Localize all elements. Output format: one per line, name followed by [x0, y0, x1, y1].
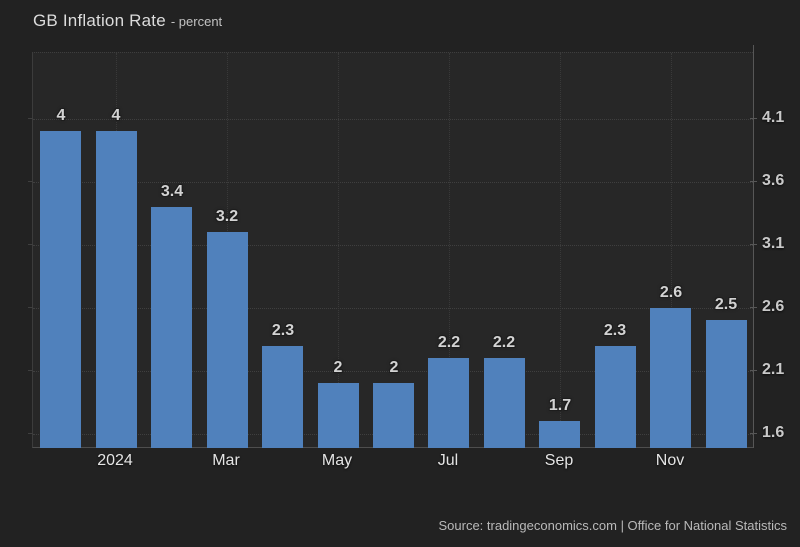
x-tick-label: May — [321, 452, 353, 469]
y-tick-label: 3.1 — [762, 235, 785, 252]
left-axis-tick — [28, 307, 33, 308]
x-tick-label: 2024 — [97, 452, 133, 469]
bar-value-label: 1.7 — [548, 397, 572, 414]
bar[interactable] — [428, 358, 469, 448]
bar-value-label: 2.3 — [271, 322, 295, 339]
left-axis-tick — [28, 433, 33, 434]
bar-value-label: 2 — [333, 359, 343, 376]
bar[interactable] — [151, 207, 192, 448]
gridline-vertical — [338, 53, 339, 447]
gridline-vertical — [560, 53, 561, 447]
x-tick-label: Mar — [212, 452, 240, 469]
chart-subtitle: - percent — [170, 14, 223, 29]
y-tick-label: 2.6 — [762, 298, 785, 315]
bar-value-label: 2.6 — [659, 284, 683, 301]
bar-value-label: 2.3 — [603, 322, 627, 339]
bar-value-label: 4 — [111, 107, 121, 124]
y-tick-label: 3.6 — [762, 172, 785, 189]
gridline-vertical — [671, 53, 672, 447]
y-axis-tick — [750, 307, 757, 308]
bar[interactable] — [262, 346, 303, 448]
x-tick-label: Nov — [655, 452, 685, 469]
bar[interactable] — [484, 358, 525, 448]
left-axis-tick — [28, 118, 33, 119]
chart-title: GB Inflation Rate — [33, 11, 166, 30]
bar-value-label: 2.5 — [714, 296, 738, 313]
x-tick-label: Sep — [544, 452, 574, 469]
bar[interactable] — [373, 383, 414, 448]
bar[interactable] — [706, 320, 747, 448]
source-credit: Source: tradingeconomics.com | Office fo… — [438, 518, 787, 533]
bar[interactable] — [595, 346, 636, 448]
chart-header: GB Inflation Rate - percent — [33, 11, 222, 31]
bar[interactable] — [318, 383, 359, 448]
y-axis-tick — [750, 118, 757, 119]
bar-value-label: 2 — [389, 359, 399, 376]
gridline-horizontal — [33, 119, 753, 120]
x-tick-label: Jul — [437, 452, 459, 469]
y-axis-tick — [750, 370, 757, 371]
bar-value-label: 3.2 — [215, 208, 239, 225]
gridline-vertical — [449, 53, 450, 447]
gridline-horizontal — [33, 308, 753, 309]
gridline-horizontal — [33, 245, 753, 246]
bar[interactable] — [40, 131, 81, 448]
y-tick-label: 1.6 — [762, 424, 785, 441]
gridline-horizontal — [33, 371, 753, 372]
y-axis-tick — [750, 181, 757, 182]
bar-value-label: 4 — [56, 107, 66, 124]
y-axis-tick — [750, 433, 757, 434]
bar-value-label: 3.4 — [160, 183, 184, 200]
bar[interactable] — [539, 421, 580, 448]
left-axis-tick — [28, 181, 33, 182]
bar[interactable] — [650, 308, 691, 448]
gridline-horizontal — [33, 182, 753, 183]
bar-value-label: 2.2 — [492, 334, 516, 351]
y-tick-label: 2.1 — [762, 361, 785, 378]
y-axis-tick — [750, 244, 757, 245]
y-tick-label: 4.1 — [762, 109, 785, 126]
y-axis-line — [753, 45, 754, 448]
bar-value-label: 2.2 — [437, 334, 461, 351]
bar[interactable] — [207, 232, 248, 448]
bar[interactable] — [96, 131, 137, 448]
plot-area[interactable]: 4 4 3.4 3.2 2.3 2 2 2.2 2.2 1.7 2.3 2.6 2.5 — [32, 52, 753, 448]
left-axis-tick — [28, 370, 33, 371]
left-axis-tick — [28, 244, 33, 245]
